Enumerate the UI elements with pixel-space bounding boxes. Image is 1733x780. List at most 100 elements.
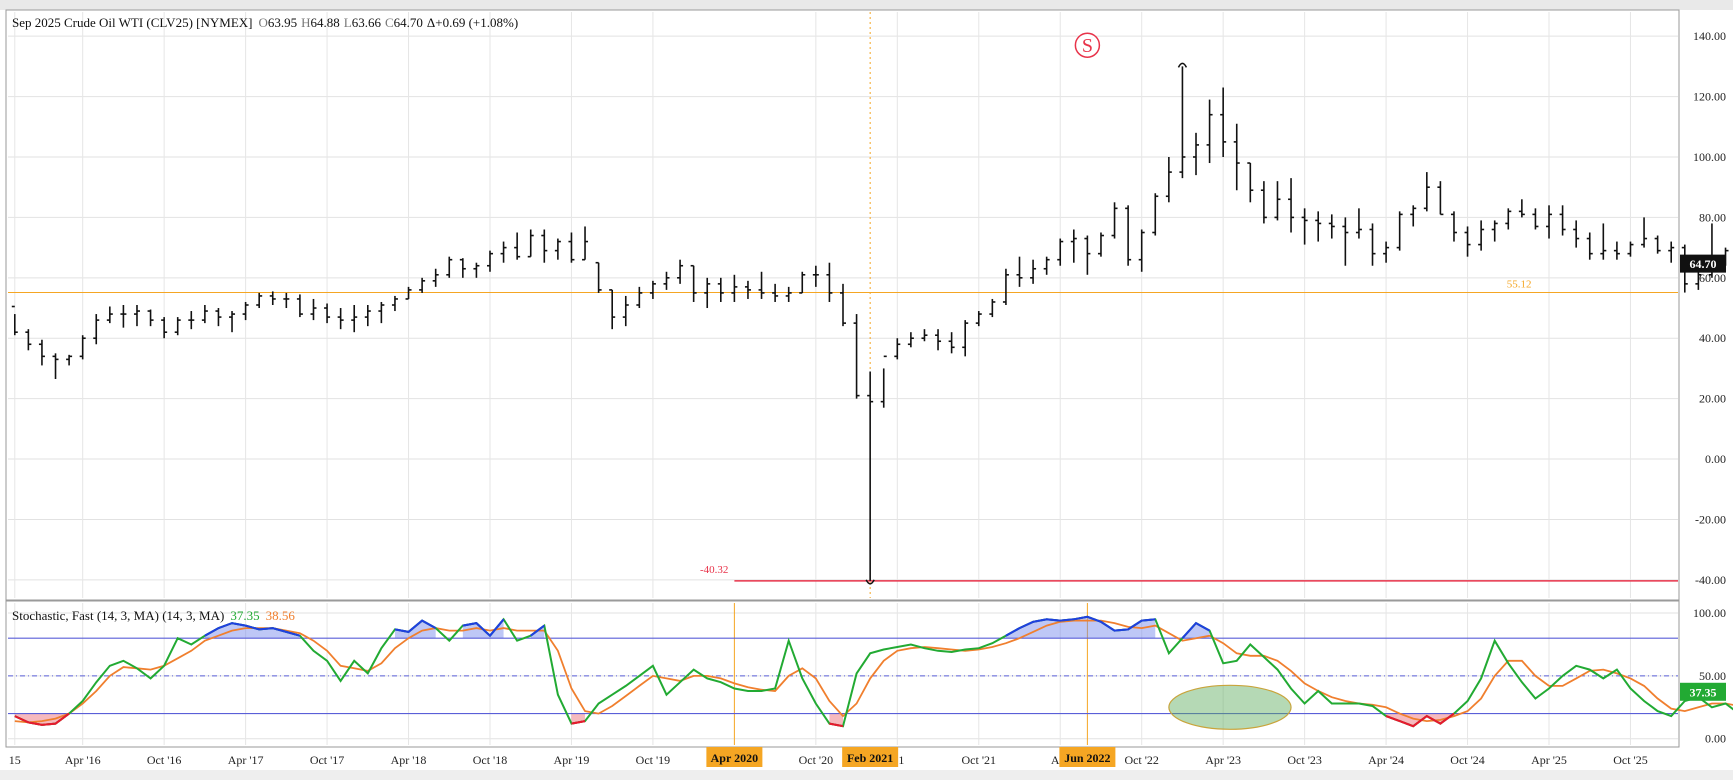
price-tick-label: 20.00 [1699,392,1726,406]
price-tick-label: 140.00 [1693,29,1726,43]
stochastic-oversold-segment [14,712,70,726]
x-tick-label: Oct '17 [310,753,345,767]
ohlc-bar [1233,123,1240,191]
x-tick-label: Oct '22 [1124,753,1159,767]
ohlc-bar [174,317,181,336]
x-tick-label: Apr '16 [65,753,101,767]
axes: 140.00 120.00 100.00 80.00 60.00 40.00 20.00 0.… [9,29,1726,767]
ohlc-bar [840,283,846,327]
ohlc-bar [52,353,59,380]
x-tick-label: Apr '25 [1531,753,1567,767]
ohlc-bar [473,262,480,278]
ohlc-bar [1464,226,1471,257]
change-value: Δ+0.69 (+1.08%) [427,15,518,30]
ohlc-bar [962,320,969,357]
stochastic-panel-frame [5,600,1680,748]
ohlc-bar [704,277,711,309]
stochastic-overbought-fill [204,623,300,639]
ohlc-bar [636,286,643,309]
ohlc-bar [1315,211,1322,242]
ohlc-bar [106,306,113,324]
price-tick-label: 80.00 [1699,210,1726,224]
price-tick-label: 0.00 [1705,452,1726,466]
ohlc-bar [1532,208,1539,230]
price-tick-label: 100.00 [1693,150,1726,164]
ohlc-bar [459,258,466,278]
low-value: 63.66 [352,15,382,30]
x-tick-label: Oct '18 [473,753,508,767]
ohlc-bar [554,238,561,260]
ohlc-bar [310,298,317,321]
ohlc-bar [514,232,521,260]
stochastic-title-text: Stochastic, Fast (14, 3, MA) (14, 3, MA) [12,608,224,623]
ohlc-bar [867,371,874,581]
last-price-label: 64.70 [1690,257,1717,271]
ohlc-bar [975,311,982,327]
highlighted-date-label: Apr 2020 [711,751,758,765]
ohlc-bar [432,268,439,287]
ohlc-bar [1627,241,1634,257]
ohlc-bar [1260,181,1267,224]
ohlc-bar [446,256,453,278]
window-top-strip [0,0,1733,10]
stochastic-overbought-fill [1005,616,1156,639]
ohlc-bar [826,262,833,302]
ohlc-bar [1125,205,1132,266]
ohlc-bar [93,314,100,345]
stochastic-k-line [14,615,1733,728]
ohlc-bar [948,332,955,354]
ohlc-bar [256,292,263,309]
ohlc-bar [215,308,222,327]
sell-signal-label: S [1082,35,1093,57]
ohlc-bar [378,301,385,324]
ohlc-bar [229,311,236,333]
ohlc-bar [1288,178,1295,233]
ohlc-bar [717,277,724,302]
ohlc-bar [758,271,765,299]
chart-title: Sep 2025 Crude Oil WTI (CLV25) [NYMEX] O6… [12,15,518,30]
stochastic-overbought-segment [462,618,505,638]
ohlc-bar [337,308,344,330]
price-tick-label: -20.00 [1695,512,1726,526]
x-tick-label: Oct '20 [799,753,834,767]
ohlc-bar [188,311,195,330]
stochastic-oversold-segment [829,722,844,728]
high-value: 64.88 [311,15,340,30]
stochastic-oversold-segment [571,720,586,725]
ohlc-bar [1043,256,1050,275]
ohlc-bar [1369,223,1376,266]
x-tick-label: Apr '24 [1368,753,1404,767]
stochastic-tick-label: 0.00 [1705,732,1726,746]
ohlc-bar [486,250,493,272]
x-tick-label: Apr '17 [228,753,264,767]
ohlc-bar [25,329,32,351]
x-tick-label: Oct '23 [1287,753,1322,767]
ohlc-bar [1328,214,1335,239]
ohlc-bar [1342,217,1349,266]
ohlc-bar [1641,217,1648,248]
ohlc-bar [296,294,303,318]
ohlc-bar [1437,181,1444,216]
ohlc-bar [1138,229,1145,272]
reference-line-label: 55.12 [1507,279,1532,291]
ohlc-bar [1396,211,1403,251]
ohlc-bar [1206,99,1213,164]
stochastic-oversold-segment [1385,712,1455,728]
ohlc-bar [853,314,860,399]
ohlc-bar [161,317,168,339]
stochastic-tick-label: 50.00 [1699,669,1726,683]
ohlc-bar [595,261,602,293]
ohlc-bar [1450,211,1457,242]
stochastic-highlight-ellipse [1168,684,1292,730]
ohlc-bar [1559,205,1566,236]
stochastic-overbought-segment [1181,621,1211,639]
ohlc-bar [120,305,127,328]
ohlc-bar [351,305,358,333]
stochastic-k-tag-label: 37.35 [1690,685,1717,699]
reference-line-label: -40.32 [700,564,728,576]
price-tick-label: 40.00 [1699,331,1726,345]
x-tick-label: Apr '23 [1205,753,1241,767]
ohlc-bar [799,271,806,294]
highlighted-date-box [706,747,763,767]
